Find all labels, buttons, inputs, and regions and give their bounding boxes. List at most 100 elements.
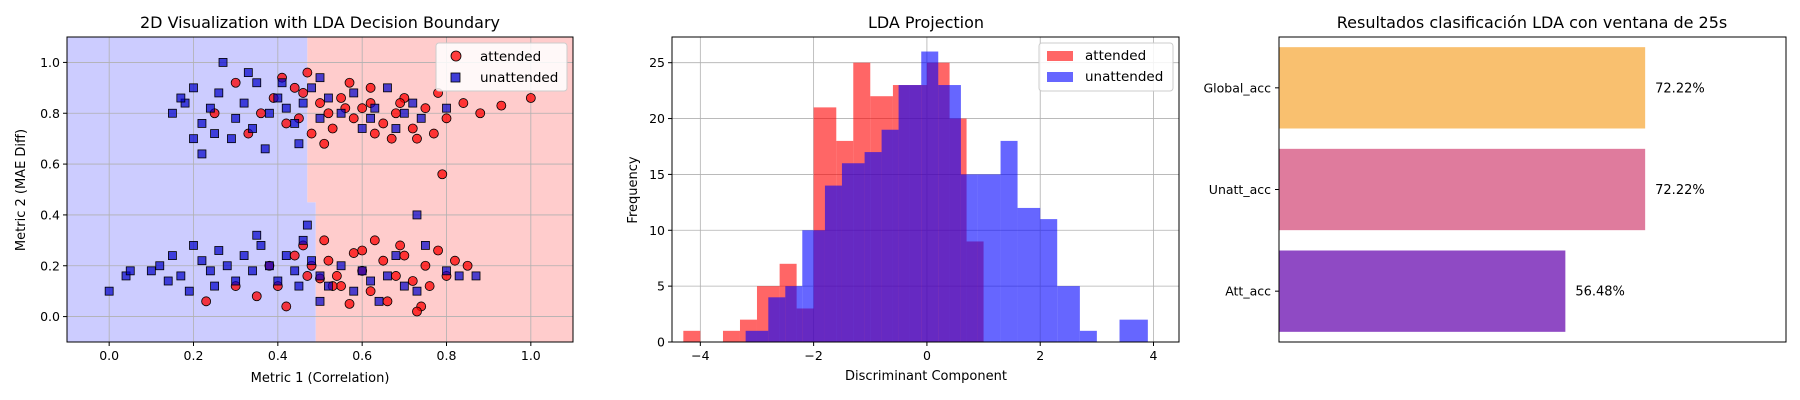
scatter-point-unattended xyxy=(302,220,312,230)
scatter-point-unattended xyxy=(252,230,262,240)
scatter-point-attended xyxy=(281,301,292,312)
scatter-point-unattended xyxy=(442,266,451,276)
histogram-bar-attended xyxy=(722,330,740,342)
scatter-point-unattended xyxy=(197,149,207,159)
histogram-title: LDA Projection xyxy=(868,13,984,32)
scatter-point-attended xyxy=(281,118,292,129)
legend-unattended-marker xyxy=(450,72,461,83)
scatter-point-attended xyxy=(302,271,313,281)
scatter-point-attended xyxy=(348,248,359,258)
scatter-title: 2D Visualization with LDA Decision Bound… xyxy=(140,13,500,32)
bar-category-label: Unatt_acc xyxy=(1209,182,1271,197)
scatter-point-unattended xyxy=(471,271,481,281)
scatter-point-attended xyxy=(315,98,325,108)
histogram-bar-unattended xyxy=(802,230,825,342)
scatter-y-tick-label: 0.4 xyxy=(40,207,60,222)
scatter-point-unattended xyxy=(222,261,232,271)
scatter-point-attended xyxy=(201,296,212,307)
scatter-point-unattended xyxy=(231,113,241,123)
scatter-point-unattended xyxy=(281,103,291,113)
scatter-x-tick-label: 0.4 xyxy=(268,348,288,363)
scatter-point-unattended xyxy=(104,286,114,296)
scatter-point-unattended xyxy=(210,129,219,138)
bar-panel: Resultados clasificación LDA con ventana… xyxy=(1203,13,1787,343)
scatter-point-attended xyxy=(458,98,469,108)
histogram-xlabel: Discriminant Component xyxy=(845,369,1007,384)
scatter-point-attended xyxy=(433,245,443,256)
scatter-point-unattended xyxy=(227,134,236,144)
scatter-point-unattended xyxy=(281,251,291,260)
scatter-point-attended xyxy=(378,118,389,129)
histogram-bar-unattended xyxy=(768,297,786,342)
scatter-point-unattended xyxy=(416,113,426,123)
scatter-point-attended xyxy=(344,298,355,309)
scatter-y-tick-label: 0.2 xyxy=(40,258,60,273)
histogram-y-tick-label: 5 xyxy=(657,279,665,294)
scatter-point-attended xyxy=(256,108,266,119)
scatter-point-attended xyxy=(412,133,422,144)
histogram-bar-unattended xyxy=(1000,140,1018,342)
scatter-point-attended xyxy=(386,133,397,144)
scatter-y-tick-label: 1.0 xyxy=(40,55,60,70)
scatter-point-unattended xyxy=(231,276,241,286)
scatter-point-unattended xyxy=(260,144,270,154)
histogram-x-tick-label: 0 xyxy=(923,348,931,363)
scatter-point-unattended xyxy=(163,276,173,286)
scatter-point-unattended xyxy=(336,261,346,271)
scatter-point-unattended xyxy=(252,78,262,88)
scatter-point-attended xyxy=(336,93,346,103)
scatter-point-unattended xyxy=(370,103,380,113)
scatter-point-attended xyxy=(462,260,473,271)
scatter-point-unattended xyxy=(248,266,257,276)
scatter-point-unattended xyxy=(168,251,177,260)
scatter-point-attended xyxy=(390,271,401,281)
bar-unatt-acc xyxy=(1279,148,1646,231)
scatter-point-unattended xyxy=(442,103,451,113)
scatter-point-unattended xyxy=(307,83,316,93)
scatter-point-attended xyxy=(336,281,346,291)
scatter-point-attended xyxy=(357,245,368,256)
histogram-bar-unattended xyxy=(1040,219,1058,342)
scatter-point-attended xyxy=(407,276,418,286)
scatter-point-unattended xyxy=(357,124,367,133)
histogram-bar-unattended xyxy=(977,174,1001,342)
scatter-legend: attended unattended xyxy=(435,42,568,92)
scatter-point-attended xyxy=(369,235,380,246)
bar-value-label: 56.48% xyxy=(1575,285,1625,300)
scatter-xlabel: Metric 1 (Correlation) xyxy=(251,371,390,386)
histogram-bar-unattended xyxy=(881,129,899,342)
scatter-legend-box xyxy=(435,42,568,92)
legend-attended-marker xyxy=(450,50,462,62)
scatter-point-unattended xyxy=(256,241,266,250)
scatter-point-attended xyxy=(424,281,435,291)
scatter-point-attended xyxy=(525,93,536,103)
histogram-y-tick-label: 20 xyxy=(649,111,665,126)
scatter-x-tick-label: 0.6 xyxy=(352,348,372,363)
histogram-bar-unattended xyxy=(921,51,939,343)
scatter-point-unattended xyxy=(408,98,418,108)
histogram-bar-unattended xyxy=(1119,319,1148,342)
bar-global-acc xyxy=(1279,47,1646,129)
scatter-point-attended xyxy=(323,255,334,266)
scatter-point-unattended xyxy=(399,281,409,291)
scatter-point-unattended xyxy=(315,73,325,83)
scatter-point-unattended xyxy=(315,113,325,123)
bar-value-label: 72.22% xyxy=(1655,81,1705,96)
scatter-point-unattended xyxy=(189,241,198,250)
histogram-x-tick-label: −2 xyxy=(804,348,822,363)
histogram-x-tick-label: −4 xyxy=(691,348,709,363)
scatter-point-attended xyxy=(378,255,389,266)
scatter-point-unattended xyxy=(290,266,300,276)
histogram-bar-unattended xyxy=(898,85,922,343)
scatter-point-unattended xyxy=(197,256,207,266)
scatter-point-unattended xyxy=(294,139,304,149)
scatter-point-unattended xyxy=(399,108,409,118)
scatter-point-unattended xyxy=(277,78,287,88)
scatter-point-unattended xyxy=(176,93,186,103)
scatter-point-unattended xyxy=(248,124,257,133)
scatter-point-unattended xyxy=(168,108,177,118)
bar-category-label: Att_acc xyxy=(1225,284,1271,299)
scatter-point-unattended xyxy=(315,296,325,306)
scatter-point-attended xyxy=(390,108,401,119)
scatter-point-attended xyxy=(395,98,406,108)
